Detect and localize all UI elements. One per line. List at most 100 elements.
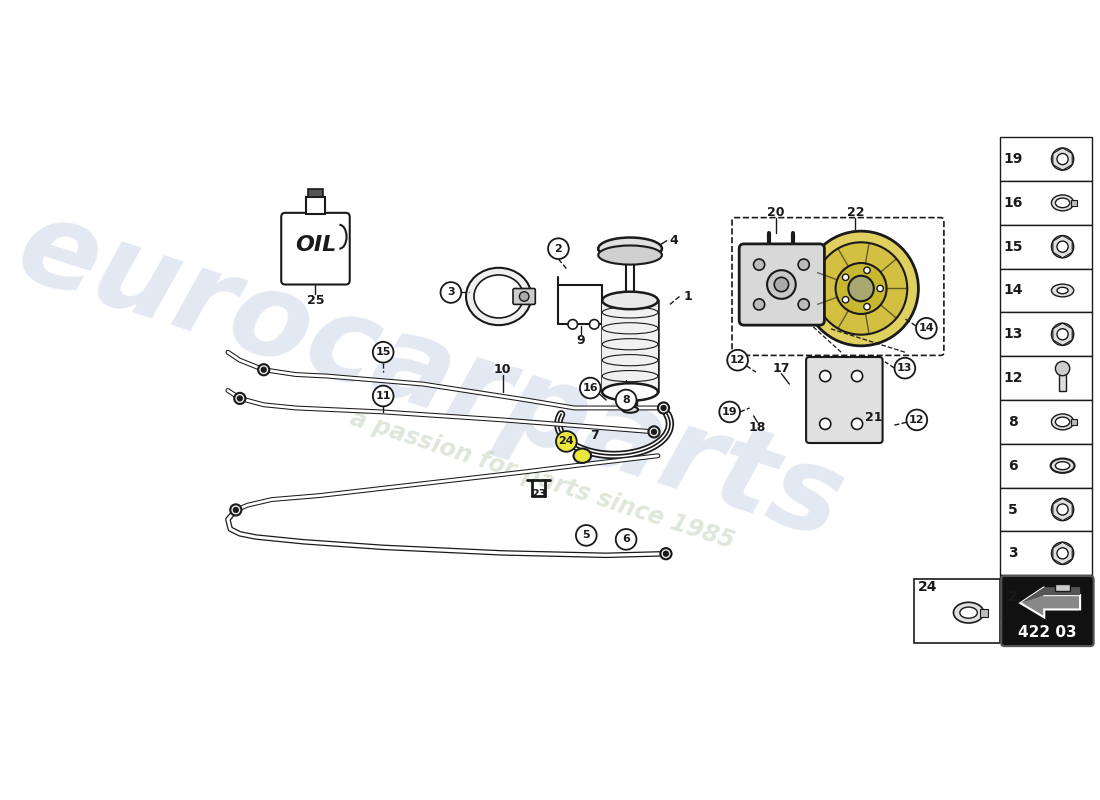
Circle shape bbox=[851, 370, 862, 382]
Circle shape bbox=[234, 393, 245, 404]
Text: 25: 25 bbox=[307, 294, 324, 307]
Circle shape bbox=[1057, 154, 1068, 165]
Text: 9: 9 bbox=[576, 334, 585, 346]
Bar bbox=[1000, 225, 1092, 269]
Circle shape bbox=[799, 259, 810, 270]
Circle shape bbox=[233, 507, 239, 512]
Text: 2: 2 bbox=[554, 244, 562, 254]
Text: 24: 24 bbox=[559, 437, 574, 446]
Circle shape bbox=[877, 286, 883, 292]
Circle shape bbox=[851, 418, 862, 430]
Circle shape bbox=[658, 402, 669, 414]
Text: 422 03: 422 03 bbox=[1019, 625, 1077, 640]
Circle shape bbox=[1057, 548, 1068, 559]
Ellipse shape bbox=[1052, 284, 1074, 297]
FancyBboxPatch shape bbox=[282, 213, 350, 285]
Bar bbox=[1000, 312, 1092, 356]
Text: eurocarparts: eurocarparts bbox=[4, 189, 858, 564]
Text: 5: 5 bbox=[1009, 502, 1019, 517]
Circle shape bbox=[836, 263, 887, 314]
Text: 18: 18 bbox=[749, 422, 767, 434]
Text: 14: 14 bbox=[1003, 283, 1023, 298]
Circle shape bbox=[661, 406, 666, 410]
Text: 5: 5 bbox=[583, 530, 590, 540]
Bar bbox=[1070, 200, 1077, 206]
Circle shape bbox=[727, 350, 748, 370]
Text: 15: 15 bbox=[375, 347, 390, 358]
Polygon shape bbox=[1021, 587, 1080, 603]
Text: 24: 24 bbox=[917, 580, 937, 594]
Ellipse shape bbox=[1055, 417, 1069, 426]
Circle shape bbox=[894, 358, 915, 378]
Text: 2: 2 bbox=[1009, 590, 1019, 604]
Text: 21: 21 bbox=[865, 411, 882, 424]
Circle shape bbox=[663, 551, 669, 556]
Text: 16: 16 bbox=[1003, 196, 1023, 210]
Circle shape bbox=[238, 396, 242, 401]
Circle shape bbox=[648, 426, 660, 438]
Bar bbox=[1000, 531, 1092, 575]
Circle shape bbox=[568, 319, 578, 329]
Text: OIL: OIL bbox=[295, 234, 337, 254]
Circle shape bbox=[373, 342, 394, 362]
Circle shape bbox=[820, 370, 830, 382]
Text: 20: 20 bbox=[767, 206, 784, 219]
Circle shape bbox=[848, 276, 873, 302]
Circle shape bbox=[258, 364, 270, 375]
Text: 22: 22 bbox=[847, 206, 865, 219]
Circle shape bbox=[262, 367, 266, 372]
Polygon shape bbox=[1021, 587, 1080, 618]
Text: 7: 7 bbox=[590, 430, 598, 442]
Circle shape bbox=[556, 431, 576, 452]
Circle shape bbox=[1052, 498, 1074, 521]
Text: 17: 17 bbox=[772, 362, 790, 374]
Ellipse shape bbox=[1055, 198, 1069, 208]
Circle shape bbox=[230, 504, 241, 515]
Bar bbox=[1000, 488, 1092, 531]
Text: 10: 10 bbox=[494, 363, 512, 376]
Circle shape bbox=[820, 418, 830, 430]
Circle shape bbox=[1052, 235, 1074, 258]
Bar bbox=[1000, 400, 1092, 444]
Ellipse shape bbox=[598, 238, 662, 260]
Text: 1: 1 bbox=[684, 290, 693, 303]
Text: 13: 13 bbox=[1003, 327, 1023, 342]
Ellipse shape bbox=[960, 607, 977, 618]
Circle shape bbox=[1057, 241, 1068, 252]
Text: 3: 3 bbox=[1009, 546, 1018, 560]
Text: 15: 15 bbox=[1003, 240, 1023, 254]
Text: 13: 13 bbox=[898, 363, 913, 373]
Bar bbox=[1000, 356, 1092, 400]
Bar bbox=[1000, 269, 1092, 312]
Circle shape bbox=[651, 430, 657, 434]
Circle shape bbox=[616, 529, 637, 550]
Text: 4: 4 bbox=[670, 234, 679, 247]
Ellipse shape bbox=[1052, 414, 1074, 430]
Ellipse shape bbox=[598, 246, 662, 265]
Circle shape bbox=[1057, 329, 1068, 340]
Circle shape bbox=[916, 318, 937, 338]
Text: 3: 3 bbox=[447, 287, 454, 298]
Ellipse shape bbox=[623, 406, 638, 413]
Circle shape bbox=[1052, 323, 1074, 346]
Bar bbox=[980, 609, 988, 617]
Text: 12: 12 bbox=[909, 415, 925, 425]
Circle shape bbox=[440, 282, 461, 303]
Circle shape bbox=[1052, 542, 1074, 565]
Circle shape bbox=[754, 259, 764, 270]
Circle shape bbox=[843, 274, 849, 281]
Ellipse shape bbox=[466, 268, 531, 325]
Circle shape bbox=[864, 267, 870, 274]
Circle shape bbox=[1052, 148, 1074, 170]
Bar bbox=[1000, 444, 1092, 488]
Bar bbox=[1059, 366, 1066, 391]
Circle shape bbox=[660, 548, 671, 559]
Bar bbox=[1058, 586, 1067, 608]
Circle shape bbox=[1055, 362, 1069, 376]
Bar bbox=[1070, 418, 1077, 425]
Bar bbox=[1055, 583, 1069, 590]
Circle shape bbox=[843, 297, 849, 303]
Ellipse shape bbox=[474, 275, 524, 318]
Ellipse shape bbox=[573, 449, 591, 463]
Bar bbox=[1000, 137, 1092, 181]
